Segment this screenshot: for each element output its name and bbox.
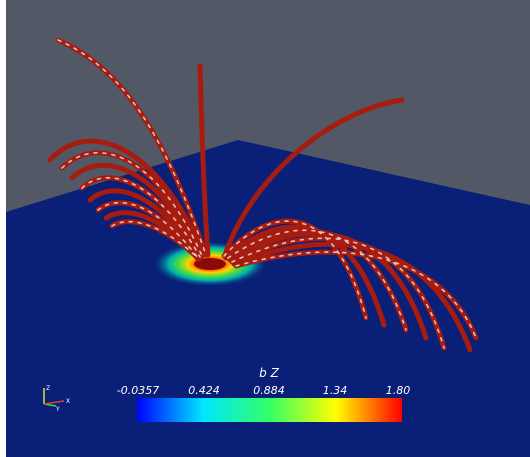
render-viewport[interactable]: Z Y X b Z -0.0357 0.424 0.884 1.34 1.80 (6, 0, 530, 457)
colorbar-gradient (137, 398, 402, 422)
ground-plane (6, 140, 530, 457)
colorbar-title: b Z (259, 366, 279, 380)
colorbar-tick-label: -0.0357 (116, 384, 160, 397)
3d-scene[interactable] (6, 0, 530, 457)
y-axis-label: Y (55, 406, 60, 412)
colorbar-tick-label: 0.424 (188, 384, 220, 397)
x-axis-line (43, 400, 65, 405)
field-lines-left (47, 37, 211, 262)
colorbar-tick-label: 1.80 (385, 384, 411, 397)
field-source-core (194, 258, 226, 270)
z-axis-label: Z (46, 385, 50, 392)
colorbar-tick-label: 0.884 (253, 384, 285, 397)
field-lines-right (221, 97, 479, 353)
x-axis-label: X (66, 398, 70, 405)
colorbar-tick-label: 1.34 (322, 384, 348, 397)
orientation-axes-widget: Z Y X (43, 385, 70, 412)
